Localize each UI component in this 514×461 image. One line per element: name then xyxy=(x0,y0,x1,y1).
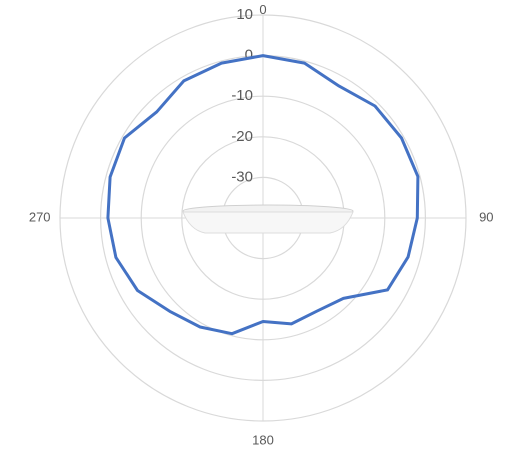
r-tick-label: 10 xyxy=(236,6,253,23)
grid-ring xyxy=(140,95,386,341)
angle-label: 180 xyxy=(252,433,274,448)
r-tick-label: -20 xyxy=(231,128,253,145)
angle-label: 0 xyxy=(259,2,266,17)
r-tick-label: -30 xyxy=(231,168,253,185)
pattern-line xyxy=(106,54,420,336)
angle-label: 90 xyxy=(479,209,493,224)
r-tick-label: -10 xyxy=(231,87,253,104)
grid-ring xyxy=(59,14,467,422)
angle-label: 270 xyxy=(29,209,51,224)
r-tick-label: 0 xyxy=(245,47,253,64)
antenna-image xyxy=(182,204,354,234)
